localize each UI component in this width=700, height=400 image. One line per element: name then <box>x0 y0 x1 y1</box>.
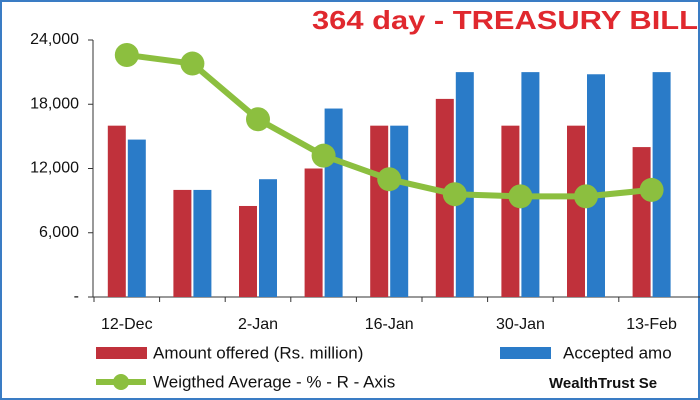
bar <box>107 125 126 298</box>
line-point <box>442 182 467 207</box>
y-tick-label: 12,000 <box>30 160 79 177</box>
y-tick-label: 6,000 <box>39 224 79 241</box>
bar <box>259 179 277 297</box>
line-point <box>574 184 598 209</box>
line-point <box>180 51 205 76</box>
bar <box>501 125 520 298</box>
bar <box>127 139 146 297</box>
line-point <box>246 107 270 132</box>
line-point <box>311 143 336 168</box>
legend-label: Accepted amo <box>563 343 672 362</box>
bar <box>173 189 192 297</box>
legend-label: Weigthed Average - % - R - Axis <box>153 372 395 391</box>
bar <box>390 125 409 298</box>
x-tick-label: 12-Dec <box>101 316 153 333</box>
y-tick-label: - <box>74 288 79 305</box>
bar <box>455 72 474 297</box>
legend-swatch <box>113 374 129 390</box>
bar <box>304 168 323 297</box>
line-point <box>114 42 139 67</box>
bar <box>632 147 651 297</box>
bar <box>239 205 257 297</box>
line-point <box>639 177 664 202</box>
x-tick-label: 2-Jan <box>238 316 278 333</box>
bar <box>324 108 343 298</box>
line-point <box>508 184 533 209</box>
legend-swatch <box>96 347 147 359</box>
chart-title: 364 day - TREASURY BILL <box>312 5 698 35</box>
bar <box>587 74 605 298</box>
legend-swatch <box>500 347 551 359</box>
bar <box>567 125 585 298</box>
x-tick-label: 13-Feb <box>626 316 677 333</box>
x-tick-label: 16-Jan <box>365 316 414 333</box>
x-tick-label: 30-Jan <box>496 316 545 333</box>
bar <box>521 72 540 297</box>
legend-label: Amount offered (Rs. million) <box>153 343 363 362</box>
source: WealthTrust Se <box>549 375 657 392</box>
bar <box>370 125 389 298</box>
line-point <box>377 167 402 192</box>
y-tick-label: 24,000 <box>30 31 79 48</box>
bar <box>193 189 212 297</box>
y-tick-label: 18,000 <box>30 95 79 112</box>
